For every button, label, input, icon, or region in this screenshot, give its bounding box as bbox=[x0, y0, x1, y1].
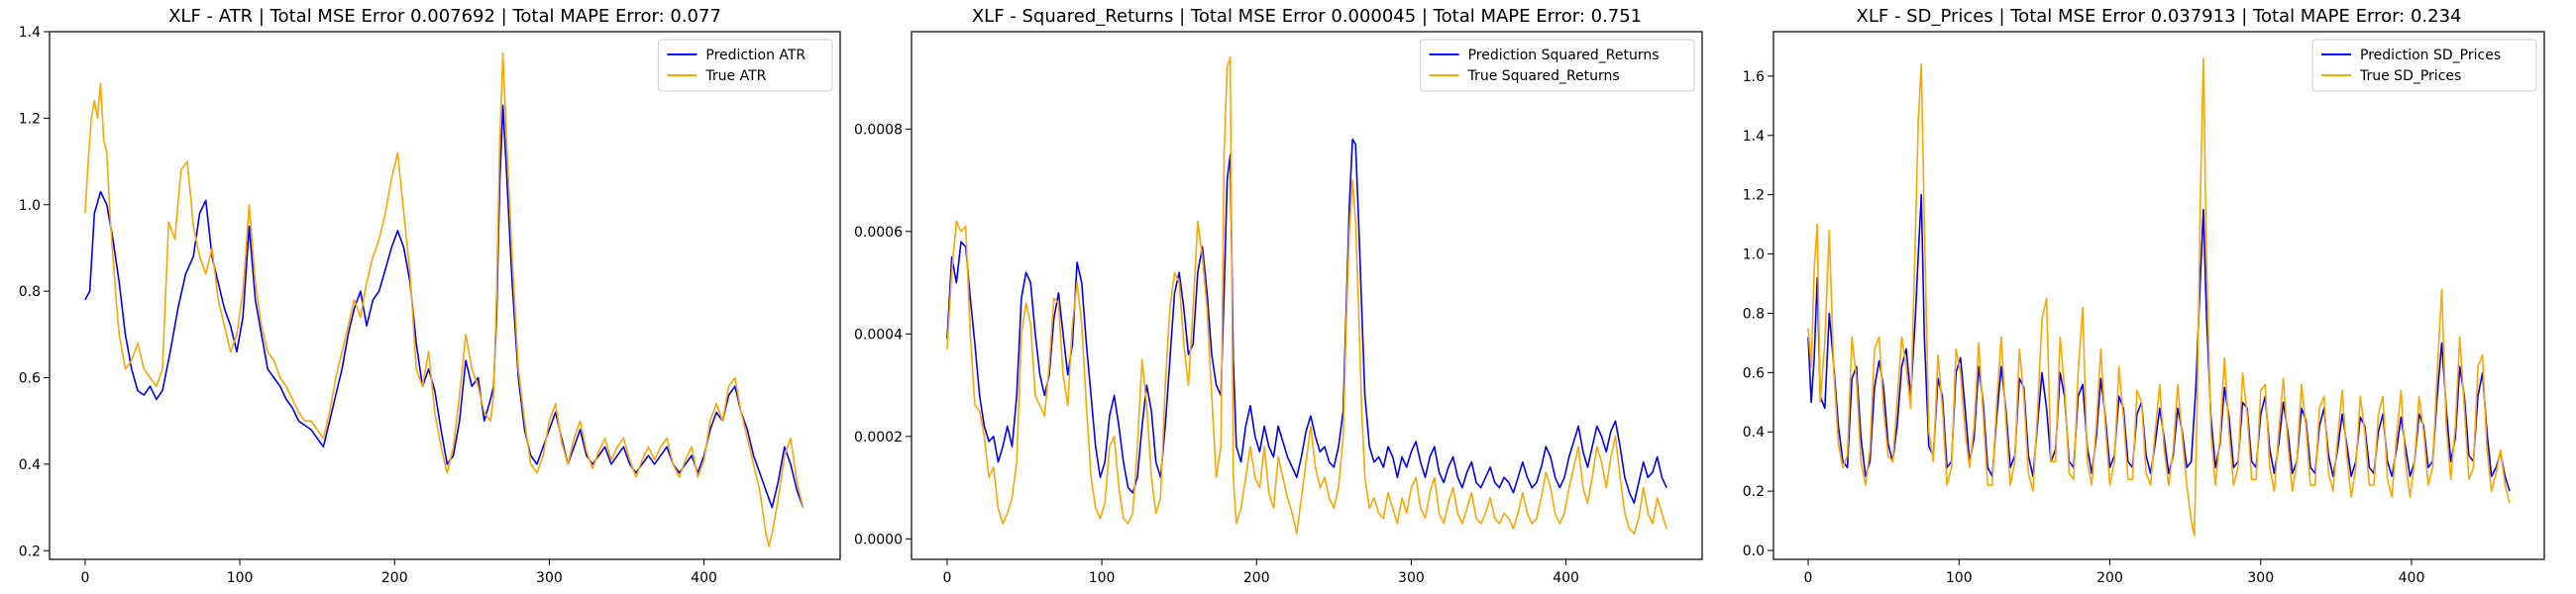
series-line-prediction-squared-returns bbox=[946, 138, 1667, 504]
y-tick-label: 0.2 bbox=[1743, 484, 1765, 500]
y-tick-label: 0.0004 bbox=[854, 327, 903, 343]
y-tick-label: 0.8 bbox=[1743, 306, 1765, 322]
series-line-prediction-atr bbox=[84, 104, 805, 509]
x-tick-label: 0 bbox=[80, 570, 89, 586]
legend-box bbox=[1420, 39, 1695, 92]
legend: Prediction Squared_Returns True Squared_R… bbox=[1420, 39, 1695, 92]
legend-box bbox=[657, 39, 833, 92]
x-tick-label: 400 bbox=[1553, 570, 1579, 586]
plot-area bbox=[84, 52, 805, 547]
x-tick-label: 100 bbox=[1946, 570, 1973, 586]
y-tick-label: 0.0002 bbox=[854, 430, 903, 446]
y-tick-label: 0.6 bbox=[19, 371, 41, 387]
y-tick-label: 1.6 bbox=[1743, 69, 1765, 85]
legend-label-true-squared-returns: True Squared_Returns bbox=[1467, 68, 1620, 84]
legend-label-prediction-squared-returns: Prediction Squared_Returns bbox=[1468, 48, 1660, 63]
y-tick-label: 1.2 bbox=[1743, 188, 1765, 204]
y-tick-label: 0.0006 bbox=[854, 225, 903, 241]
series-line-true-sd-prices bbox=[1807, 57, 2511, 537]
x-tick-label: 0 bbox=[1804, 570, 1813, 586]
legend-label-true-atr: True ATR bbox=[704, 68, 766, 84]
series-line-true-squared-returns bbox=[946, 56, 1667, 535]
y-tick-label: 0.0 bbox=[1743, 544, 1765, 559]
axes-frame bbox=[911, 31, 1703, 560]
series-line-prediction-sd-prices bbox=[1807, 193, 2511, 492]
chart-atr: XLF - ATR | Total MSE Error 0.007692 | T… bbox=[19, 6, 841, 586]
axes-frame bbox=[49, 31, 841, 560]
x-tick-label: 100 bbox=[227, 570, 254, 586]
x-tick-label: 0 bbox=[942, 570, 951, 586]
y-tick-label: 1.0 bbox=[19, 198, 41, 214]
legend: Prediction SD_Prices True SD_Prices bbox=[2311, 39, 2537, 92]
chart-title: XLF - ATR | Total MSE Error 0.007692 | T… bbox=[168, 6, 721, 27]
y-tick-label: 0.0008 bbox=[854, 122, 903, 138]
chart-title: XLF - SD_Prices | Total MSE Error 0.0379… bbox=[1857, 6, 2462, 27]
legend-box bbox=[2311, 39, 2537, 92]
y-tick-label: 1.4 bbox=[19, 25, 41, 41]
x-tick-label: 200 bbox=[1243, 570, 1270, 586]
y-tick-label: 0.2 bbox=[19, 544, 41, 559]
y-tick-label: 0.0000 bbox=[854, 532, 903, 547]
y-tick-label: 0.6 bbox=[1743, 365, 1765, 381]
y-tick-label: 0.4 bbox=[1743, 425, 1765, 441]
plot-area bbox=[946, 56, 1667, 535]
x-tick-label: 200 bbox=[2096, 570, 2123, 586]
plot-area bbox=[1807, 57, 2511, 537]
y-tick-label: 1.4 bbox=[1743, 129, 1765, 145]
series-line-true-atr bbox=[84, 52, 805, 547]
legend: Prediction ATR True ATR bbox=[657, 39, 833, 92]
y-tick-label: 0.8 bbox=[19, 284, 41, 300]
y-tick-label: 0.4 bbox=[19, 457, 41, 473]
chart-squared-returns: XLF - Squared_Returns | Total MSE Error … bbox=[854, 6, 1703, 586]
chart-title: XLF - Squared_Returns | Total MSE Error … bbox=[972, 6, 1642, 27]
chart-sd-prices: XLF - SD_Prices | Total MSE Error 0.0379… bbox=[1743, 6, 2545, 586]
x-tick-label: 300 bbox=[2247, 570, 2274, 586]
x-tick-label: 300 bbox=[536, 570, 563, 586]
x-tick-label: 100 bbox=[1089, 570, 1116, 586]
y-tick-label: 1.2 bbox=[19, 111, 41, 127]
x-tick-label: 300 bbox=[1398, 570, 1425, 586]
y-tick-label: 1.0 bbox=[1743, 248, 1765, 263]
legend-label-true-sd-prices: True SD_Prices bbox=[2359, 68, 2461, 84]
x-tick-label: 400 bbox=[2399, 570, 2425, 586]
legend-label-prediction-atr: Prediction ATR bbox=[705, 48, 805, 63]
x-tick-label: 400 bbox=[691, 570, 717, 586]
legend-label-prediction-sd-prices: Prediction SD_Prices bbox=[2360, 48, 2501, 63]
x-tick-label: 200 bbox=[381, 570, 408, 586]
axes-frame bbox=[1772, 31, 2545, 560]
